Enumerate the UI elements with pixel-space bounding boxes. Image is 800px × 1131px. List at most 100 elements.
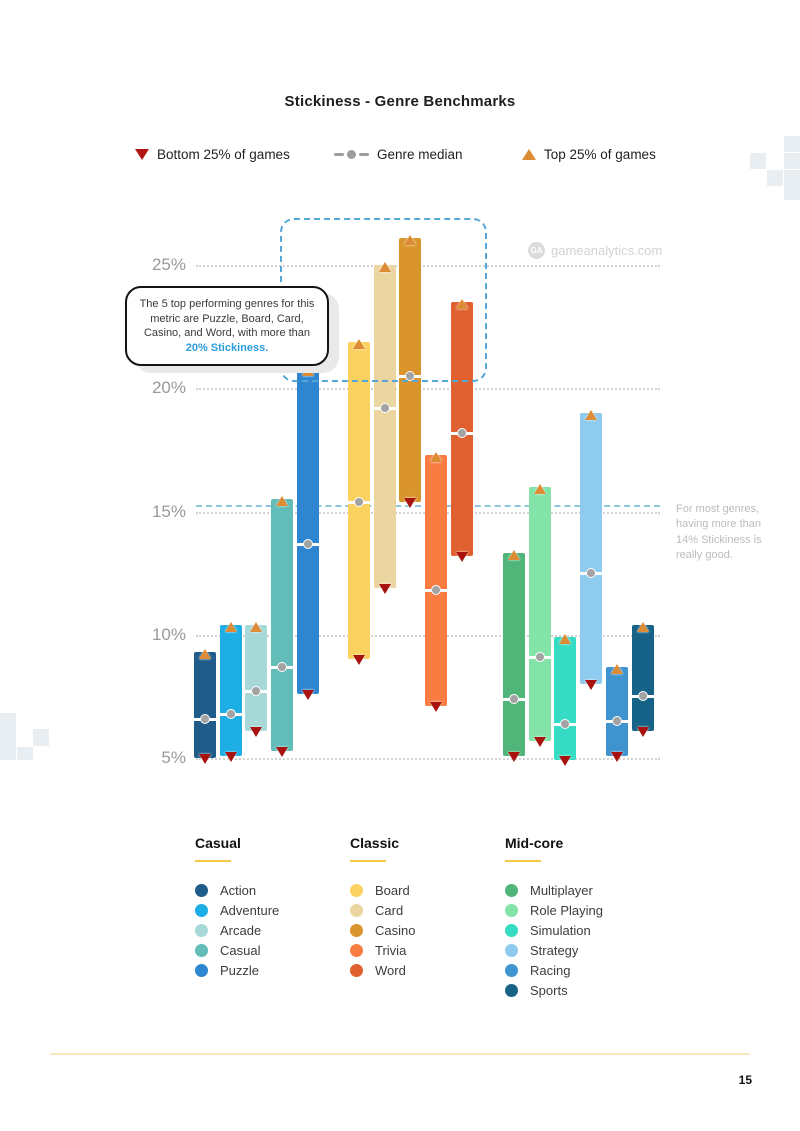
- top-25-triangle-icon: [522, 149, 536, 160]
- bar-action: [194, 652, 216, 758]
- legend-group-mid-core: Mid-core Multiplayer Role Playing Simulatio…: [505, 835, 603, 1000]
- genre-color-dot: [350, 943, 363, 957]
- genre-color-dot: [195, 963, 208, 977]
- median-marker-trivia: [432, 586, 440, 594]
- median-marker-word: [458, 429, 466, 437]
- median-marker-icon: [334, 150, 369, 159]
- top25-marker-puzzle: [301, 366, 314, 376]
- legend-item-racing: Racing: [505, 960, 603, 980]
- bottom25-marker-word: [455, 552, 468, 562]
- genre-color-dot: [195, 943, 208, 957]
- legend-bottom-label: Bottom 25% of games: [157, 147, 290, 162]
- genre-color-dot: [195, 903, 208, 917]
- legend-bottom-25: Bottom 25% of games: [135, 147, 290, 162]
- median-marker-role-playing: [536, 653, 544, 661]
- genre-label: Puzzle: [220, 962, 260, 978]
- y-tick-label: 20%: [151, 378, 186, 397]
- bar-racing: [606, 667, 628, 756]
- legend-item-sports: Sports: [505, 980, 603, 1000]
- decor-pixel: [33, 729, 49, 746]
- bottom25-marker-adventure: [224, 752, 237, 762]
- legend-group-underline: [195, 860, 231, 862]
- genre-color-dot: [505, 983, 518, 997]
- top25-marker-casino: [403, 235, 416, 245]
- legend-median: Genre median: [334, 147, 463, 162]
- bottom25-marker-card: [378, 584, 391, 594]
- median-marker-casual: [278, 663, 286, 671]
- bottom-25-triangle-icon: [135, 149, 149, 160]
- bottom25-marker-strategy: [584, 680, 597, 690]
- legend-group-heading: Classic: [350, 835, 400, 851]
- bottom25-marker-board: [352, 655, 365, 665]
- bar-simulation: [554, 637, 576, 760]
- genre-label: Sports: [530, 982, 568, 998]
- genre-label: Arcade: [220, 922, 262, 938]
- genre-color-dot: [505, 883, 518, 897]
- legend-item-arcade: Arcade: [195, 920, 279, 940]
- top25-marker-strategy: [584, 410, 597, 420]
- bar-trivia: [425, 455, 447, 706]
- genre-color-dot: [505, 903, 518, 917]
- page-number: 15: [738, 1073, 752, 1087]
- side-note-line: 14% Stickiness is: [676, 533, 762, 546]
- annotation-text: The 5 top performing genres for this met…: [139, 298, 315, 340]
- decor-pixel: [784, 136, 800, 152]
- genre-color-dot: [350, 923, 363, 937]
- bar-card: [374, 265, 396, 588]
- gridline-5%: [196, 758, 660, 760]
- median-marker-simulation: [561, 720, 569, 728]
- median-marker-adventure: [227, 710, 235, 718]
- genre-label: Casino: [375, 922, 416, 938]
- top25-marker-board: [352, 339, 365, 349]
- legend-item-casual: Casual: [195, 940, 279, 960]
- median-marker-casino: [406, 372, 414, 380]
- bottom25-marker-casino: [403, 498, 416, 508]
- genre-color-dot: [350, 963, 363, 977]
- genre-color-dot: [505, 963, 518, 977]
- median-marker-arcade: [252, 687, 260, 695]
- genre-color-dot: [350, 903, 363, 917]
- gridline-25%: [196, 265, 660, 267]
- decor-pixel: [0, 713, 16, 760]
- legend-item-board: Board: [350, 880, 415, 900]
- legend-group-underline: [505, 860, 541, 862]
- bar-strategy: [580, 413, 602, 684]
- chart-plot-area: 5% 10% 15% 20% 25%: [151, 235, 660, 767]
- median-marker-strategy: [587, 569, 595, 577]
- y-tick-label: 5%: [161, 748, 186, 767]
- watermark: GA gameanalytics.com: [528, 242, 662, 259]
- bar-casual: [271, 499, 293, 751]
- median-marker-board: [355, 498, 363, 506]
- bottom25-marker-role-playing: [533, 737, 546, 747]
- top25-marker-sports: [636, 622, 649, 632]
- genre-color-dot: [505, 923, 518, 937]
- genre-label: Board: [375, 882, 410, 898]
- top25-marker-card: [378, 262, 391, 272]
- bottom25-marker-sports: [636, 727, 649, 737]
- genre-color-dot: [195, 883, 208, 897]
- legend-item-adventure: Adventure: [195, 900, 279, 920]
- genre-label: Card: [375, 902, 404, 918]
- decor-pixel: [767, 170, 783, 186]
- genre-label: Racing: [530, 962, 571, 978]
- decor-pixel: [784, 153, 800, 169]
- bottom25-marker-casual: [275, 747, 288, 757]
- genre-color-dot: [505, 943, 518, 957]
- top25-marker-action: [198, 649, 211, 659]
- median-marker-card: [381, 404, 389, 412]
- decor-pixel: [17, 747, 33, 760]
- genre-label: Simulation: [530, 922, 591, 938]
- legend-item-casino: Casino: [350, 920, 415, 940]
- side-note-line: For most genres,: [676, 503, 760, 515]
- legend-median-label: Genre median: [377, 147, 463, 162]
- top25-marker-role-playing: [533, 484, 546, 494]
- bar-puzzle: [297, 369, 319, 694]
- median-marker-sports: [639, 692, 647, 700]
- top25-marker-arcade: [249, 622, 262, 632]
- bottom25-marker-racing: [610, 752, 623, 762]
- legend-item-role-playing: Role Playing: [505, 900, 603, 920]
- y-tick-label: 10%: [151, 625, 186, 644]
- legend-item-word: Word: [350, 960, 415, 980]
- bottom25-marker-simulation: [558, 756, 571, 766]
